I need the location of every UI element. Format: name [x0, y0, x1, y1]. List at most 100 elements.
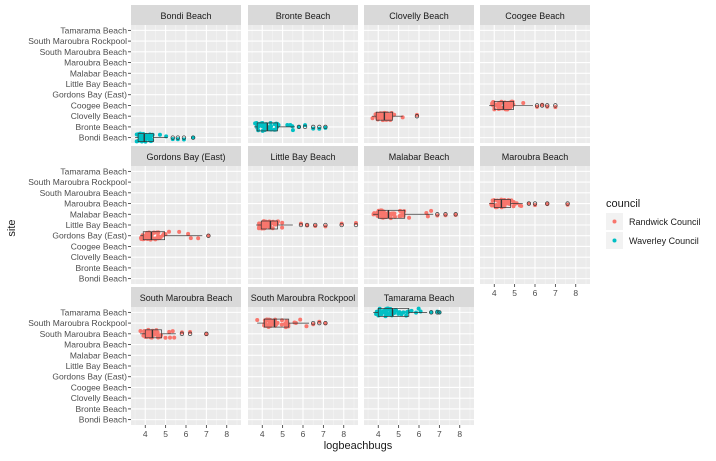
data-point [256, 128, 261, 133]
outlier-point [323, 125, 328, 130]
outlier-point [565, 202, 570, 207]
box-outlier [317, 124, 322, 130]
box-outlier [170, 135, 175, 140]
x-tick-label: 5 [163, 429, 168, 439]
x-tick-label: 6 [417, 429, 422, 439]
x-tick-label: 7 [204, 429, 209, 439]
y-tick-label: Bronte Beach [75, 263, 127, 273]
facet-label: Tamarama Beach [384, 293, 455, 303]
y-tick-label: Clovelly Beach [71, 252, 127, 262]
outlier-point [443, 213, 448, 218]
y-tick-label: Clovelly Beach [71, 111, 127, 121]
data-point [429, 208, 434, 213]
data-point [261, 220, 266, 225]
y-tick-label: Coogee Beach [71, 382, 128, 392]
data-point [398, 208, 403, 213]
data-point [370, 116, 375, 121]
data-point [140, 136, 145, 141]
facet-strip [248, 5, 358, 25]
data-point [397, 214, 402, 219]
data-point [148, 139, 153, 144]
outlier-point [298, 221, 303, 226]
outlier-point [535, 104, 540, 109]
y-tick-label: Maroubra Beach [64, 340, 127, 350]
box-iqr [377, 209, 406, 219]
data-point [506, 100, 511, 105]
y-tick-label: Tamarama Beach [60, 307, 127, 317]
x-tick-label: 4 [492, 288, 497, 298]
data-point [196, 236, 201, 241]
outlier-point [206, 233, 211, 238]
outlier-point [526, 201, 531, 206]
x-tick-label: 7 [437, 429, 442, 439]
box-outlier [534, 103, 540, 108]
box-outlier [437, 310, 442, 315]
data-point [146, 330, 151, 335]
y-tick-label: Gordons Bay (East) [52, 90, 127, 100]
outlier-point [414, 112, 419, 117]
data-point [392, 211, 397, 216]
box-outlier [298, 222, 304, 228]
data-point [298, 317, 303, 322]
data-point [506, 201, 511, 206]
y-tick-label: Maroubra Beach [64, 58, 127, 68]
data-point [407, 215, 412, 220]
box-iqr [144, 329, 162, 339]
data-point [404, 313, 409, 318]
data-point [269, 319, 274, 324]
box-iqr [142, 231, 165, 241]
data-point [280, 220, 285, 225]
data-point [373, 211, 378, 216]
facet-label: South Maroubra Rockpool [251, 293, 356, 303]
data-point [146, 333, 151, 338]
box-outlier [545, 201, 550, 206]
x-tick-label: 7 [553, 288, 558, 298]
outlier-point [317, 319, 322, 324]
x-tick-label: 4 [376, 429, 381, 439]
box-iqr [377, 308, 410, 317]
data-point [425, 214, 430, 219]
data-point [379, 210, 384, 215]
facet-strip [364, 146, 474, 166]
x-axis-title: logbeachbugs [324, 440, 393, 452]
y-tick-label: South Maroubra Rockpool [28, 318, 127, 328]
data-point [186, 231, 191, 236]
data-point [260, 123, 265, 128]
facet-label: Bronte Beach [276, 11, 331, 21]
box-outlier [190, 135, 196, 140]
box-outlier [181, 135, 187, 140]
x-tick-label: 8 [457, 429, 462, 439]
x-tick-label: 8 [573, 288, 578, 298]
data-point [167, 329, 172, 334]
y-tick-label: Gordons Bay (East) [52, 231, 127, 241]
box-outlier [175, 135, 181, 140]
legend-title: council [606, 198, 640, 210]
data-point [157, 132, 162, 137]
y-tick-label: Bondi Beach [79, 274, 127, 284]
box-iqr [493, 199, 511, 208]
data-point [490, 198, 495, 203]
y-tick-label: South Maroubra Beach [40, 47, 128, 57]
data-point [138, 328, 143, 333]
y-tick-label: South Maroubra Rockpool [28, 177, 127, 187]
box-outlier [323, 124, 328, 130]
facet-strip [248, 146, 358, 166]
box-outlier [317, 320, 322, 326]
box-outlier [304, 222, 310, 228]
box-outlier [526, 201, 532, 206]
x-tick-label: 5 [280, 429, 285, 439]
y-tick-label: South Maroubra Beach [40, 329, 128, 339]
box-outlier [323, 222, 328, 228]
box-outlier [187, 331, 193, 336]
y-tick-label: Tamarama Beach [60, 166, 127, 176]
x-tick-label: 8 [341, 429, 346, 439]
data-point [280, 225, 285, 230]
box-outlier [532, 201, 538, 206]
y-tick-label: Maroubra Beach [64, 199, 127, 209]
box-iqr [137, 133, 154, 142]
box-outlier [353, 222, 359, 228]
data-point [147, 134, 152, 139]
data-point [377, 114, 382, 119]
box-outlier [545, 103, 550, 108]
